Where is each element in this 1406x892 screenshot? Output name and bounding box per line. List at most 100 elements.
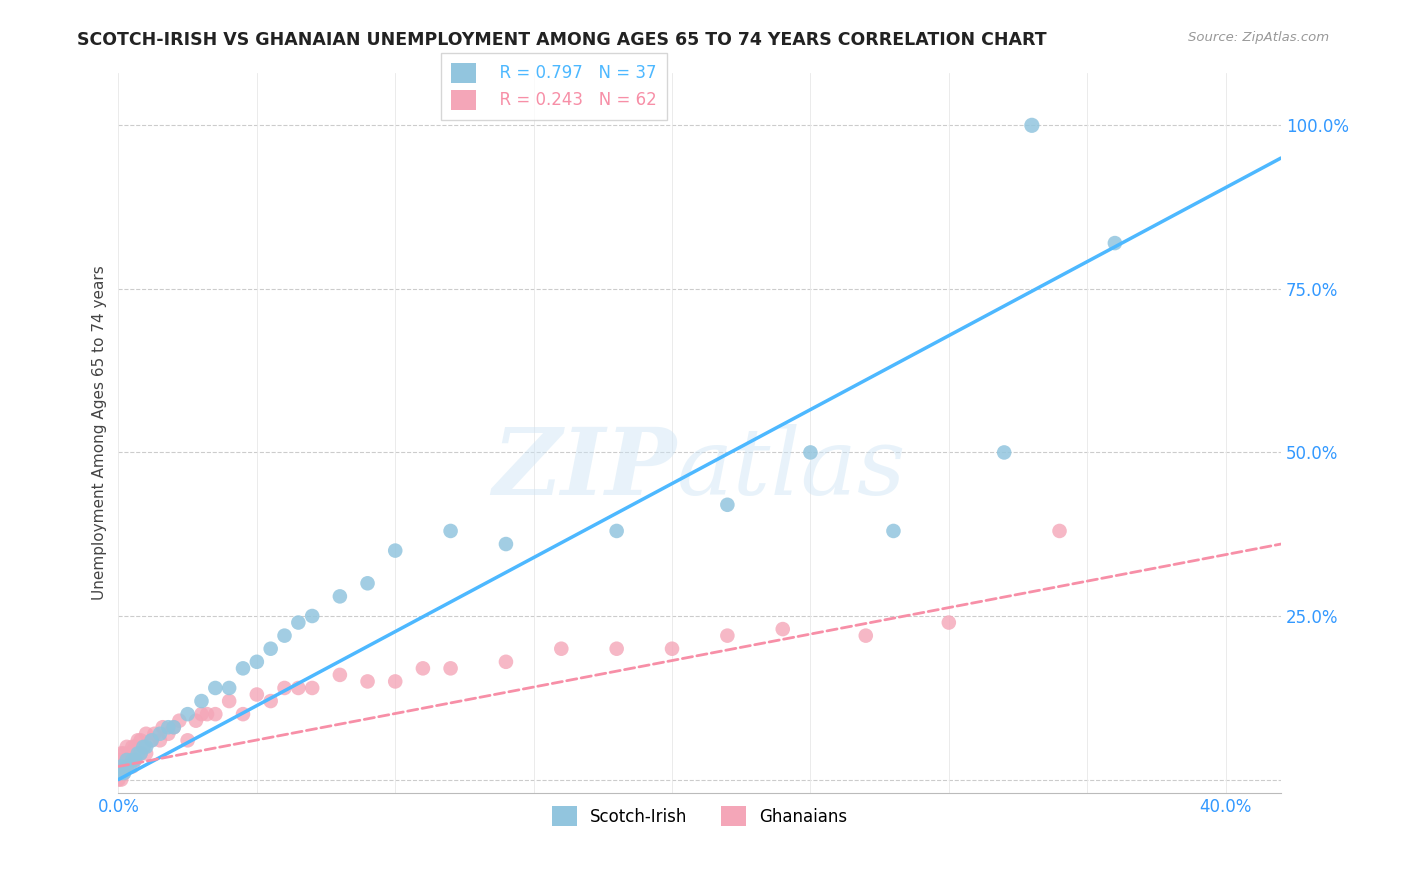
- Point: [163, 720, 186, 734]
- Point: [606, 641, 628, 656]
- Point: [163, 720, 186, 734]
- Point: [195, 707, 218, 722]
- Point: [135, 739, 157, 754]
- Point: [882, 524, 904, 538]
- Point: [412, 661, 434, 675]
- Point: [115, 739, 138, 754]
- Point: [112, 766, 135, 780]
- Point: [127, 747, 149, 761]
- Text: SCOTCH-IRISH VS GHANAIAN UNEMPLOYMENT AMONG AGES 65 TO 74 YEARS CORRELATION CHAR: SCOTCH-IRISH VS GHANAIAN UNEMPLOYMENT AM…: [77, 31, 1047, 49]
- Point: [132, 739, 155, 754]
- Point: [301, 681, 323, 695]
- Point: [287, 615, 309, 630]
- Point: [118, 747, 141, 761]
- Point: [855, 629, 877, 643]
- Point: [184, 714, 207, 728]
- Point: [246, 655, 269, 669]
- Point: [495, 537, 517, 551]
- Point: [301, 609, 323, 624]
- Point: [1021, 118, 1043, 132]
- Point: [141, 733, 163, 747]
- Point: [149, 727, 172, 741]
- Point: [115, 753, 138, 767]
- Point: [115, 759, 138, 773]
- Point: [115, 753, 138, 767]
- Point: [121, 759, 143, 773]
- Point: [329, 668, 352, 682]
- Point: [110, 759, 132, 773]
- Point: [127, 733, 149, 747]
- Point: [121, 753, 143, 767]
- Point: [204, 681, 226, 695]
- Point: [993, 445, 1015, 459]
- Point: [176, 733, 198, 747]
- Point: [1049, 524, 1071, 538]
- Point: [135, 747, 157, 761]
- Point: [356, 674, 378, 689]
- Y-axis label: Unemployment Among Ages 65 to 74 years: Unemployment Among Ages 65 to 74 years: [93, 266, 107, 600]
- Point: [124, 753, 146, 767]
- Point: [799, 445, 821, 459]
- Point: [190, 707, 212, 722]
- Point: [110, 747, 132, 761]
- Point: [606, 524, 628, 538]
- Point: [716, 629, 738, 643]
- Point: [356, 576, 378, 591]
- Point: [129, 733, 152, 747]
- Text: Source: ZipAtlas.com: Source: ZipAtlas.com: [1188, 31, 1329, 45]
- Point: [218, 681, 240, 695]
- Point: [127, 747, 149, 761]
- Point: [141, 733, 163, 747]
- Point: [232, 661, 254, 675]
- Point: [772, 622, 794, 636]
- Point: [273, 629, 295, 643]
- Point: [273, 681, 295, 695]
- Text: ZIP: ZIP: [492, 424, 676, 514]
- Point: [246, 688, 269, 702]
- Point: [110, 753, 132, 767]
- Point: [129, 747, 152, 761]
- Point: [1104, 236, 1126, 251]
- Point: [118, 759, 141, 773]
- Legend: Scotch-Irish, Ghanaians: Scotch-Irish, Ghanaians: [544, 797, 856, 835]
- Point: [110, 759, 132, 773]
- Point: [110, 772, 132, 787]
- Point: [124, 753, 146, 767]
- Point: [439, 661, 461, 675]
- Point: [260, 694, 283, 708]
- Point: [107, 753, 129, 767]
- Point: [384, 543, 406, 558]
- Point: [115, 759, 138, 773]
- Point: [112, 766, 135, 780]
- Point: [112, 747, 135, 761]
- Point: [218, 694, 240, 708]
- Point: [157, 727, 180, 741]
- Point: [112, 753, 135, 767]
- Point: [439, 524, 461, 538]
- Point: [149, 733, 172, 747]
- Point: [232, 707, 254, 722]
- Point: [121, 739, 143, 754]
- Point: [110, 766, 132, 780]
- Point: [287, 681, 309, 695]
- Point: [124, 739, 146, 754]
- Point: [107, 772, 129, 787]
- Point: [938, 615, 960, 630]
- Point: [110, 766, 132, 780]
- Point: [152, 720, 174, 734]
- Point: [129, 747, 152, 761]
- Point: [107, 766, 129, 780]
- Point: [204, 707, 226, 722]
- Point: [329, 590, 352, 604]
- Point: [495, 655, 517, 669]
- Point: [661, 641, 683, 656]
- Point: [157, 720, 180, 734]
- Point: [550, 641, 572, 656]
- Point: [143, 727, 166, 741]
- Point: [190, 694, 212, 708]
- Point: [384, 674, 406, 689]
- Point: [112, 759, 135, 773]
- Point: [169, 714, 191, 728]
- Point: [135, 727, 157, 741]
- Point: [260, 641, 283, 656]
